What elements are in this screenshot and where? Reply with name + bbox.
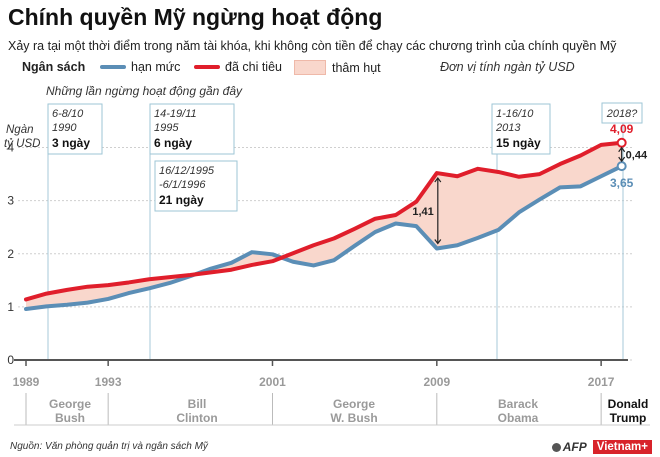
- shutdown-year: 1995: [154, 122, 179, 134]
- x-tick-label: 2001: [259, 375, 286, 389]
- legend-item-limit: hạn mức: [100, 60, 180, 74]
- vietnamplus-logo: Vietnam+: [592, 440, 652, 454]
- legend-label-deficit: thâm hụt: [332, 60, 381, 75]
- shutdown-box: [601, 102, 643, 124]
- y-axis-label-line2: tỷ USD: [4, 138, 40, 150]
- y-tick-label: 2: [7, 247, 14, 261]
- deficit-area-layer: [26, 142, 622, 310]
- gap-2009-arrow-down: [434, 239, 442, 245]
- spending-end-marker: [616, 137, 627, 148]
- logos: AFP Vietnam+: [551, 440, 652, 454]
- x-tick-label: 1989: [13, 375, 40, 389]
- shutdown-box: [154, 160, 238, 212]
- legend: Ngân sách hạn mức đã chi tiêu thâm hụt Đ…: [8, 60, 656, 78]
- gap-2009-label: 1,41: [412, 206, 433, 218]
- president-first-name: George: [333, 397, 375, 411]
- shutdown-date: 16/12/1995: [159, 165, 215, 177]
- legend-label-limit: hạn mức: [131, 60, 181, 74]
- afp-globe-icon: [551, 442, 561, 452]
- president-last-name: Clinton: [176, 411, 217, 425]
- afp-logo-text: AFP: [562, 440, 587, 454]
- spending-line: [24, 140, 624, 302]
- legend-heading: Ngân sách: [22, 60, 86, 74]
- shutdown-date: 1-16/10: [496, 108, 534, 120]
- x-tick-label: 2009: [423, 375, 450, 389]
- y-tick-label: 1: [7, 300, 14, 314]
- y-tick-label: 3: [7, 194, 14, 208]
- source-note: Nguồn: Văn phòng quản trị và ngân sách M…: [10, 441, 208, 452]
- y-axis-label-line1: Ngàn: [6, 124, 34, 136]
- y-tick-label: 4: [7, 141, 14, 155]
- president-last-name: Obama: [498, 411, 539, 425]
- afp-logo: AFP: [551, 440, 587, 454]
- annotation-marks: 4,09 3,65 0,44 1,41: [412, 122, 648, 245]
- president-last-name: Bush: [55, 411, 85, 425]
- x-tick-label: 2017: [588, 375, 615, 389]
- president-first-name: Barack: [498, 397, 538, 411]
- president-first-name: Bill: [188, 397, 207, 411]
- shutdown-box: [149, 103, 235, 155]
- shutdown-date: 6-8/10: [52, 108, 84, 120]
- president-first-name: Donald: [608, 397, 649, 411]
- president-first-name: George: [49, 397, 91, 411]
- shutdown-year: -6/1/1996: [159, 179, 206, 191]
- shutdown-year: 1990: [52, 122, 77, 134]
- shutdown-box: [47, 103, 103, 155]
- gap-2018-arrow-up: [618, 146, 626, 153]
- shutdown-year: 2013: [495, 122, 521, 134]
- president-last-name: W. Bush: [330, 411, 377, 425]
- limit-end-marker: [616, 161, 627, 172]
- legend-item-spending: đã chi tiêu: [194, 60, 282, 74]
- recent-shutdowns-label: Những lần ngừng hoạt động gần đây: [46, 84, 243, 98]
- series-lines: [24, 140, 624, 312]
- shutdown-box: [491, 103, 551, 155]
- x-tick-label: 1993: [95, 375, 122, 389]
- legend-swatch-deficit: [294, 60, 326, 75]
- gap-2009-arrow-up: [434, 177, 442, 183]
- chart-subtitle: Xảy ra tại một thời điểm trong năm tài k…: [8, 39, 617, 53]
- deficit-area: [26, 142, 622, 310]
- shutdown-duration: 15 ngày: [496, 136, 541, 150]
- limit-end-label: 3,65: [610, 176, 634, 190]
- limit-line: [24, 164, 624, 312]
- spending-end-label: 4,09: [610, 122, 634, 136]
- shutdown-date: 14-19/11: [154, 108, 197, 120]
- y-tick-label: 0: [7, 353, 14, 367]
- legend-swatch-spending: [194, 65, 220, 69]
- shutdown-duration: 21 ngày: [159, 193, 204, 207]
- shutdown-date: 2018?: [606, 108, 638, 120]
- gap-2018-label: 0,44: [626, 149, 648, 161]
- shutdown-boxes: 6-8/10 1990 3 ngày 14-19/11 1995 6 ngày 16/12/…: [47, 102, 643, 212]
- legend-item-deficit: thâm hụt: [294, 60, 381, 75]
- shutdown-duration: 3 ngày: [52, 136, 90, 150]
- unit-note: Đơn vị tính ngàn tỷ USD: [440, 60, 575, 74]
- chart-title: Chính quyền Mỹ ngừng hoạt động: [8, 4, 383, 30]
- president-last-name: Trump: [610, 411, 647, 425]
- axis-layer: 0 1 2 3 4 Ngàn tỷ USD 1989 1993 2001 2009 2017: [4, 124, 628, 389]
- shutdown-duration: 6 ngày: [154, 136, 192, 150]
- legend-swatch-limit: [100, 65, 126, 69]
- legend-label-spending: đã chi tiêu: [225, 60, 282, 74]
- gap-2018-arrow-down: [618, 156, 626, 163]
